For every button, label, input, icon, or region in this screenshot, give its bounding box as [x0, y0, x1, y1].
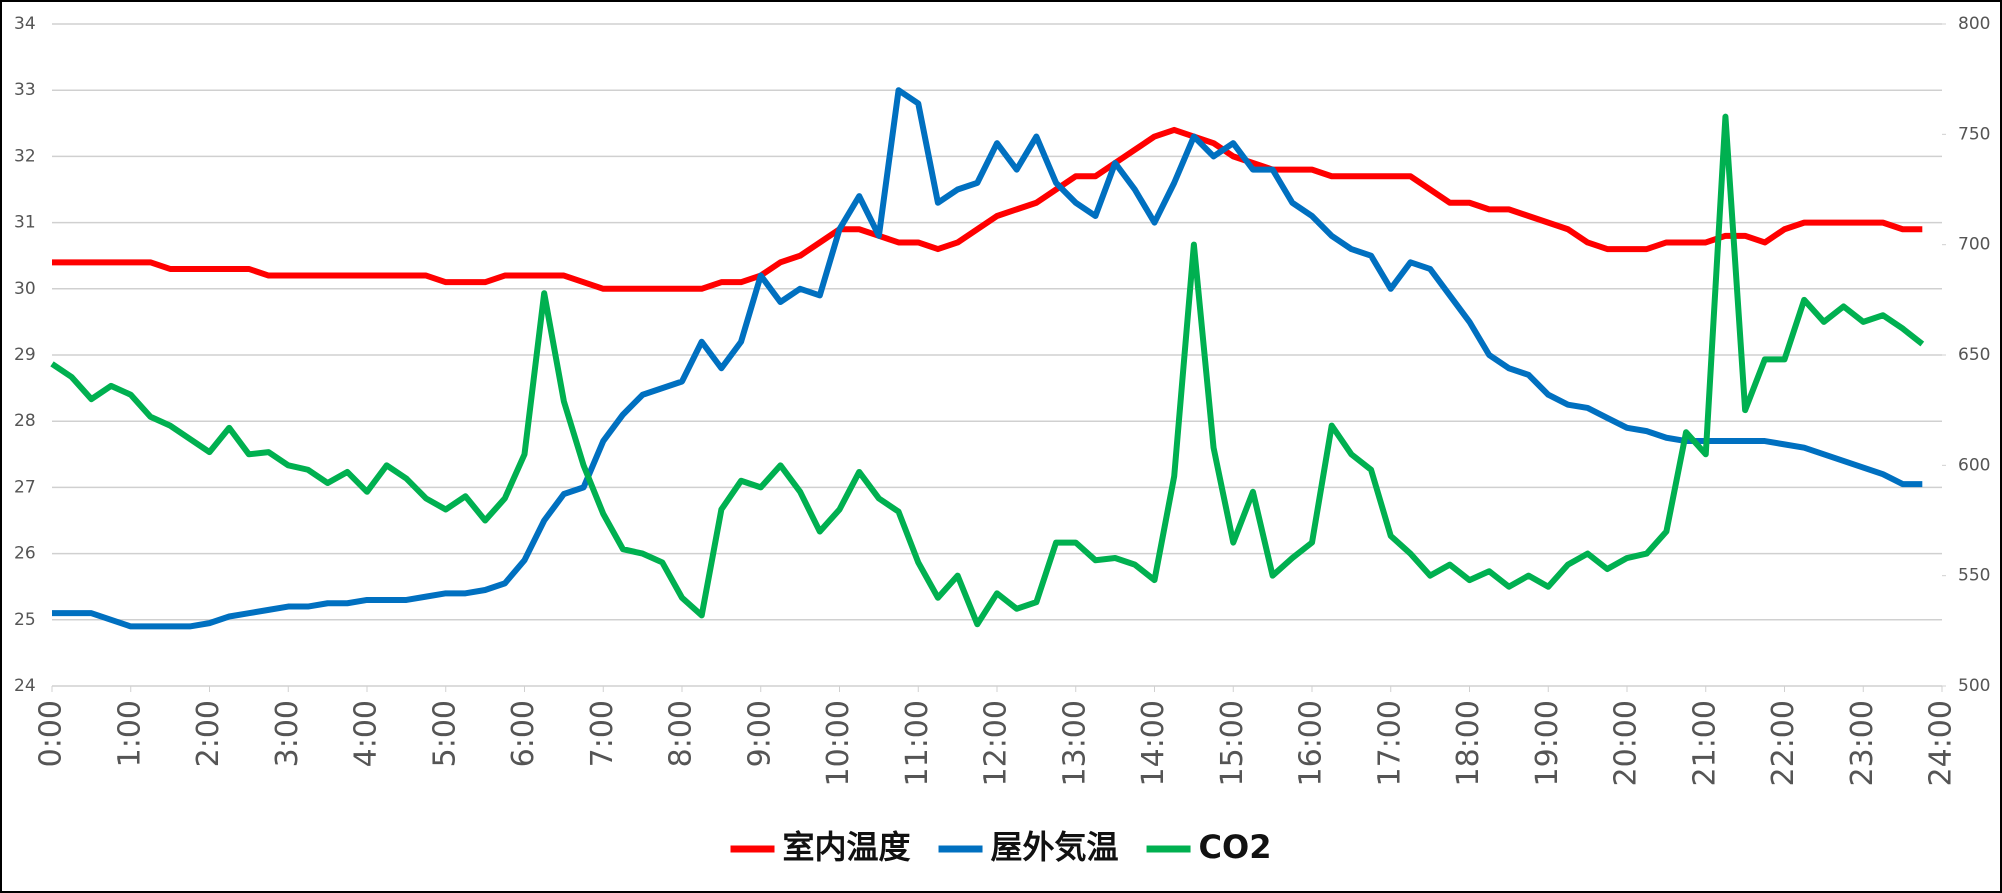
legend: 室内温度 屋外気温 CO2 [730, 828, 1272, 866]
x-tick-label: 9:00 [742, 700, 777, 767]
y2-tick-label: 500 [1958, 676, 1990, 696]
series-line [50, 113, 1925, 628]
y-tick-label: 34 [14, 14, 36, 34]
x-tick-label: 0:00 [34, 700, 69, 767]
x-tick-label: 13:00 [1057, 700, 1092, 786]
x-tick-label: 16:00 [1294, 700, 1329, 786]
y-tick-label: 24 [14, 676, 36, 696]
y-tick-label: 30 [14, 279, 36, 299]
x-tick-label: 21:00 [1687, 700, 1722, 786]
y2-tick-label: 800 [1958, 14, 1990, 34]
x-tick-label: 19:00 [1530, 700, 1565, 786]
x-tick-label: 14:00 [1136, 700, 1171, 786]
x-tick-label: 10:00 [821, 700, 856, 786]
x-tick-label: 5:00 [427, 700, 462, 767]
y-tick-label: 28 [14, 411, 36, 431]
x-tick-label: 11:00 [900, 700, 935, 786]
legend-label: 室内温度 [783, 828, 911, 866]
x-tick-label: 22:00 [1766, 700, 1801, 786]
x-tick-label: 4:00 [349, 700, 384, 767]
x-tick-label: 24:00 [1924, 700, 1959, 786]
legend-label: 屋外気温 [991, 828, 1119, 866]
y2-tick-label: 700 [1958, 235, 1990, 255]
x-tick-label: 2:00 [191, 700, 226, 767]
y-tick-label: 32 [14, 146, 36, 166]
y-tick-label: 26 [14, 544, 36, 564]
legend-label: CO2 [1199, 828, 1272, 866]
y2-tick-label: 750 [1958, 124, 1990, 144]
series-line [52, 87, 1923, 630]
y-tick-label: 25 [14, 610, 36, 630]
x-tick-label: 1:00 [112, 700, 147, 767]
plot-area [50, 87, 1925, 630]
y2-tick-label: 550 [1958, 566, 1990, 586]
y-tick-label: 27 [14, 477, 36, 497]
x-tick-label: 7:00 [585, 700, 620, 767]
x-tick-label: 23:00 [1845, 700, 1880, 786]
x-tick-label: 8:00 [664, 700, 699, 767]
x-tick-label: 6:00 [506, 700, 541, 767]
x-tick-label: 3:00 [270, 700, 305, 767]
y-tick-label: 33 [14, 80, 36, 100]
x-tick-label: 18:00 [1451, 700, 1486, 786]
y2-tick-label: 600 [1958, 455, 1990, 475]
series-line [52, 126, 1923, 292]
x-tick-label: 17:00 [1372, 700, 1407, 786]
y-tick-label: 29 [14, 345, 36, 365]
x-tick-label: 12:00 [979, 700, 1014, 786]
y2-tick-label: 650 [1958, 345, 1990, 365]
x-tick-label: 15:00 [1215, 700, 1250, 786]
y-tick-label: 31 [14, 213, 36, 233]
x-tick-label: 20:00 [1609, 700, 1644, 786]
